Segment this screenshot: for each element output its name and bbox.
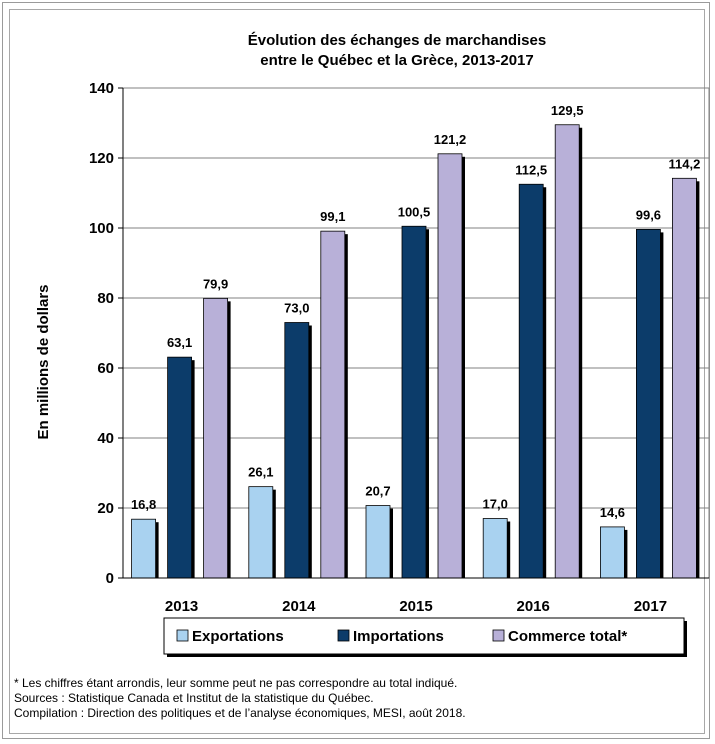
bar-importations-2015 <box>401 225 427 579</box>
bar-commerce-total--2015 <box>437 153 463 579</box>
chart-notes: * Les chiffres étant arrondis, leur somm… <box>14 676 694 721</box>
legend-swatch <box>176 629 189 642</box>
footnote-compilation: Compilation : Direction des politiques e… <box>14 706 466 720</box>
y-tick-label: 40 <box>97 430 114 447</box>
y-axis-title: En millions de dollars <box>35 284 52 439</box>
y-tick-label: 0 <box>106 570 114 587</box>
axes: 0 20 40 60 80 100 120 140 2013 2014 2015 2016 2017 <box>89 80 709 615</box>
data-label: 129,5 <box>551 103 584 118</box>
x-tick-label: 2014 <box>282 598 316 615</box>
bar-exportations-2014 <box>248 486 274 579</box>
y-tick-label: 20 <box>97 500 114 517</box>
legend-swatch <box>337 629 350 642</box>
footnote-sources: Sources : Statistique Canada et Institut… <box>14 691 374 705</box>
legend-label: Importations <box>353 628 444 645</box>
bar-importations-2017 <box>636 228 661 579</box>
x-tick-label: 2016 <box>517 598 550 615</box>
bar-exportations-2013 <box>131 518 157 579</box>
chart-title-line-2: entre le Québec et la Grèce, 2013-2017 <box>260 52 534 69</box>
bar-importations-2014 <box>284 322 310 579</box>
y-tick-label: 140 <box>89 80 114 97</box>
data-label: 99,1 <box>320 209 345 224</box>
data-label: 14,6 <box>600 505 625 520</box>
chart-frame-inner <box>9 9 705 734</box>
legend: Exportations Importations Commerce total* <box>163 617 687 657</box>
data-label: 114,2 <box>668 156 700 171</box>
bar-exportations-2017 <box>600 526 625 579</box>
data-label: 121,2 <box>434 132 467 147</box>
data-label: 16,8 <box>131 497 156 512</box>
bar-importations-2013 <box>167 356 193 579</box>
legend-box <box>163 617 685 655</box>
bars <box>131 124 700 579</box>
y-tick-label: 60 <box>97 360 114 377</box>
bar-commerce-total--2016 <box>554 124 580 579</box>
data-labels: 16,8 63,1 79,9 26,1 73,0 99,1 20,7 100,5 121,2 17… <box>131 103 700 520</box>
data-label: 17,0 <box>483 497 508 512</box>
x-tick-label: 2013 <box>165 598 198 615</box>
legend-label: Commerce total* <box>508 628 627 645</box>
bar-commerce-total--2013 <box>203 297 229 579</box>
legend-swatch <box>492 629 505 642</box>
legend-label: Exportations <box>192 628 284 645</box>
data-label: 26,1 <box>248 465 273 480</box>
footnote-rounding: * Les chiffres étant arrondis, leur somm… <box>14 676 458 690</box>
data-label: 112,5 <box>515 162 547 177</box>
data-label: 63,1 <box>167 335 192 350</box>
y-tick-label: 120 <box>89 150 114 167</box>
y-tick-label: 80 <box>97 290 114 307</box>
bar-exportations-2015 <box>365 505 391 579</box>
data-label: 99,6 <box>636 207 661 222</box>
data-label: 100,5 <box>398 204 431 219</box>
bar-importations-2016 <box>518 183 544 579</box>
bar-commerce-total--2017 <box>672 177 697 579</box>
y-tick-label: 100 <box>89 220 114 237</box>
data-label: 20,7 <box>365 484 390 499</box>
x-tick-label: 2015 <box>399 598 432 615</box>
data-label: 79,9 <box>203 276 228 291</box>
chart-title-line-1: Évolution des échanges de marchandises <box>248 32 546 49</box>
x-tick-label: 2017 <box>634 598 667 615</box>
bar-exportations-2016 <box>482 518 508 579</box>
bar-commerce-total--2014 <box>320 230 346 579</box>
data-label: 73,0 <box>284 301 309 316</box>
